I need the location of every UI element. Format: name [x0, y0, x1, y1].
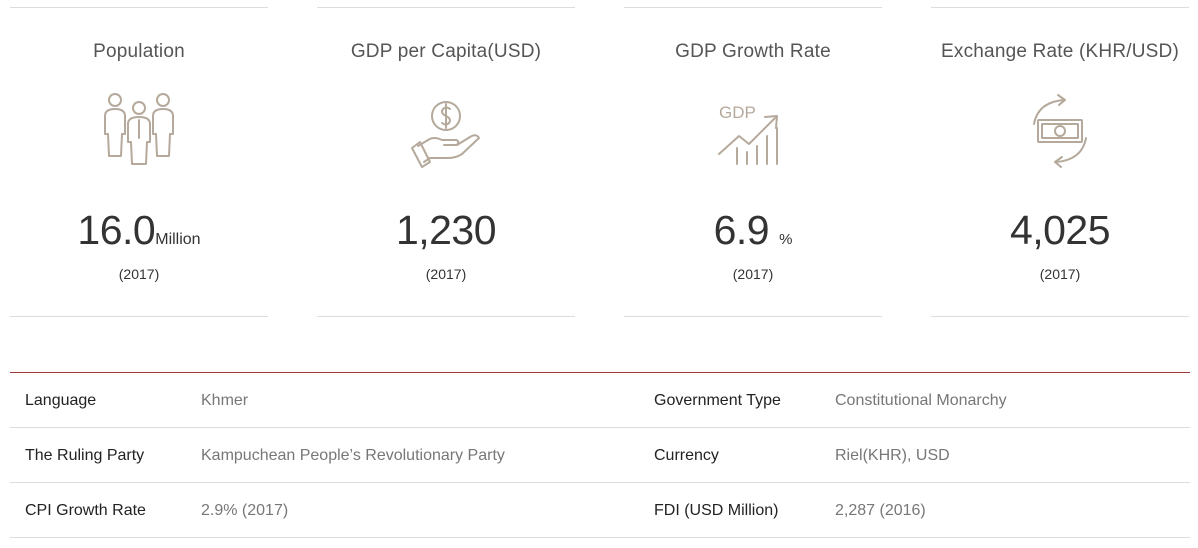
stat-year: (2017)	[118, 266, 160, 282]
exchange-money-icon	[1020, 90, 1100, 170]
stat-unit: %	[779, 231, 793, 248]
stat-year: (2017)	[732, 266, 774, 282]
info-value: 2,287 (2016)	[835, 502, 926, 519]
table-row: The Ruling Party Kampuchean People’s Rev…	[10, 428, 1190, 483]
stat-card-exchange-rate: Exchange Rate (KHR/USD) 4,025 (2017)	[931, 7, 1189, 317]
stat-title: GDP per Capita(USD)	[350, 41, 542, 62]
info-value: Riel(KHR), USD	[835, 447, 950, 464]
info-value: Kampuchean People’s Revolutionary Party	[201, 447, 505, 464]
info-label: FDI (USD Million)	[654, 502, 779, 519]
svg-text:GDP: GDP	[719, 103, 756, 122]
stat-value: 6.9%	[624, 207, 882, 254]
info-label: The Ruling Party	[25, 447, 145, 464]
stat-number: 1,230	[395, 207, 497, 253]
info-label: Language	[25, 392, 97, 409]
stat-unit: Million	[155, 231, 201, 248]
info-label: Currency	[654, 447, 719, 464]
info-label: Government Type	[654, 392, 781, 409]
people-icon	[99, 90, 179, 170]
stat-year: (2017)	[425, 266, 467, 282]
stat-title: GDP Growth Rate	[675, 41, 831, 62]
gdp-growth-icon: GDP	[713, 90, 793, 170]
info-value: Constitutional Monarchy	[835, 392, 1007, 409]
info-value: Khmer	[201, 392, 249, 409]
info-value: 2.9% (2017)	[201, 502, 289, 519]
stat-card-gdp-per-capita: GDP per Capita(USD) 1,230 (2017)	[317, 7, 575, 317]
stat-card-gdp-growth: GDP Growth Rate GDP 6.9% (2017)	[624, 7, 882, 317]
table-row: CPI Growth Rate 2.9% (2017) FDI (USD Mil…	[10, 483, 1190, 538]
stats-cards: Population 16.0Million (2017) GDP per Ca…	[10, 7, 1189, 317]
stat-value: 1,230	[317, 207, 575, 254]
stat-number: 16.0	[77, 207, 156, 253]
info-label: CPI Growth Rate	[25, 502, 146, 519]
coin-hand-icon	[406, 90, 486, 170]
stat-card-population: Population 16.0Million (2017)	[10, 7, 268, 317]
stat-number: 6.9	[713, 207, 770, 253]
stat-year: (2017)	[1039, 266, 1081, 282]
stat-value: 4,025	[931, 207, 1189, 254]
stat-number: 4,025	[1009, 207, 1111, 253]
stat-value: 16.0Million	[10, 207, 268, 254]
stat-title: Population	[93, 41, 185, 62]
country-info-table: Language Khmer Government Type Constitut…	[10, 372, 1190, 538]
table-row: Language Khmer Government Type Constitut…	[10, 373, 1190, 428]
stat-title: Exchange Rate (KHR/USD)	[941, 41, 1179, 62]
